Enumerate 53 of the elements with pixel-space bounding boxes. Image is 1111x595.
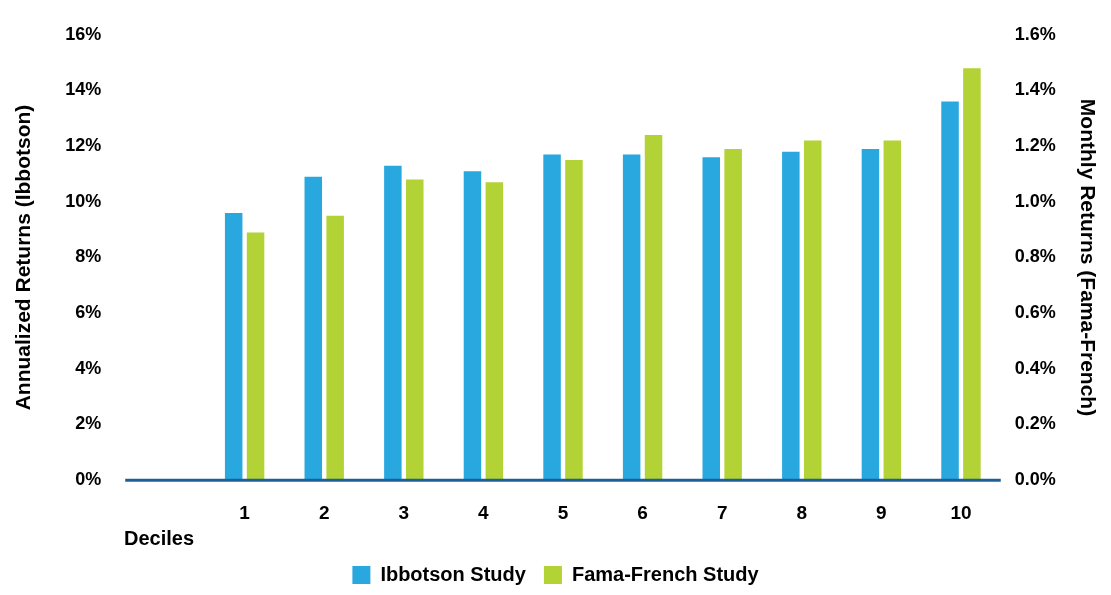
y-tick-label: 2% — [75, 413, 102, 434]
bar — [326, 215, 344, 481]
y2-tick-label: 0.4% — [1014, 357, 1056, 378]
x-tick-label: 8 — [796, 501, 808, 523]
bar — [803, 140, 822, 481]
x-tick-label: 1 — [239, 501, 251, 523]
x-tick-label: 6 — [637, 501, 648, 523]
x-tick-label: 7 — [716, 501, 728, 523]
bar — [463, 171, 482, 481]
x-tick-label: 3 — [398, 501, 410, 523]
y2-tick-label: 1.0% — [1014, 190, 1056, 211]
y-tick-label: 4% — [75, 357, 102, 378]
y2-tick-label: 1.6% — [1014, 23, 1056, 44]
x-tick-label: 9 — [876, 501, 887, 523]
bar — [543, 154, 561, 481]
x-tick-label: 5 — [557, 501, 569, 523]
bar — [622, 154, 641, 481]
y2-tick-label: 0.2% — [1014, 413, 1056, 434]
y-axis-title: Annualized Returns (Ibbotson) — [11, 104, 35, 411]
x-tick-label: 4 — [478, 501, 490, 523]
bar — [702, 157, 720, 481]
y2-tick-label: 0.8% — [1014, 246, 1056, 267]
bar — [941, 101, 959, 481]
bar — [883, 140, 902, 481]
x-tick-label: 10 — [950, 501, 972, 523]
y-tick-label: 12% — [65, 135, 102, 156]
bar — [782, 151, 800, 481]
bar — [246, 232, 265, 481]
bar — [384, 165, 402, 481]
y-tick-label: 0% — [75, 469, 102, 490]
legend-label: Ibbotson Study — [380, 562, 527, 585]
bar — [304, 176, 323, 481]
y-tick-label: 14% — [65, 79, 102, 100]
legend-label: Fama-French Study — [571, 562, 760, 585]
bar — [963, 68, 981, 481]
bar — [861, 148, 880, 481]
y-tick-label: 10% — [65, 190, 102, 211]
y-tick-label: 6% — [75, 302, 102, 323]
y2-tick-label: 0.6% — [1014, 302, 1056, 323]
bar — [224, 212, 243, 481]
x-axis-title: Deciles — [123, 526, 195, 549]
x-tick-label: 2 — [318, 501, 330, 523]
y-tick-label: 8% — [75, 246, 102, 267]
bar — [565, 160, 583, 481]
y2-tick-label: 1.2% — [1014, 135, 1056, 156]
y2-tick-label: 0.0% — [1014, 469, 1056, 490]
bar — [406, 179, 424, 481]
y2-tick-label: 1.4% — [1014, 79, 1056, 100]
bar — [724, 148, 742, 481]
y2-axis-title: Monthly Returns (Fama-French) — [1076, 98, 1100, 417]
y-tick-label: 16% — [65, 23, 102, 44]
bar — [485, 182, 504, 481]
bar — [644, 135, 663, 481]
